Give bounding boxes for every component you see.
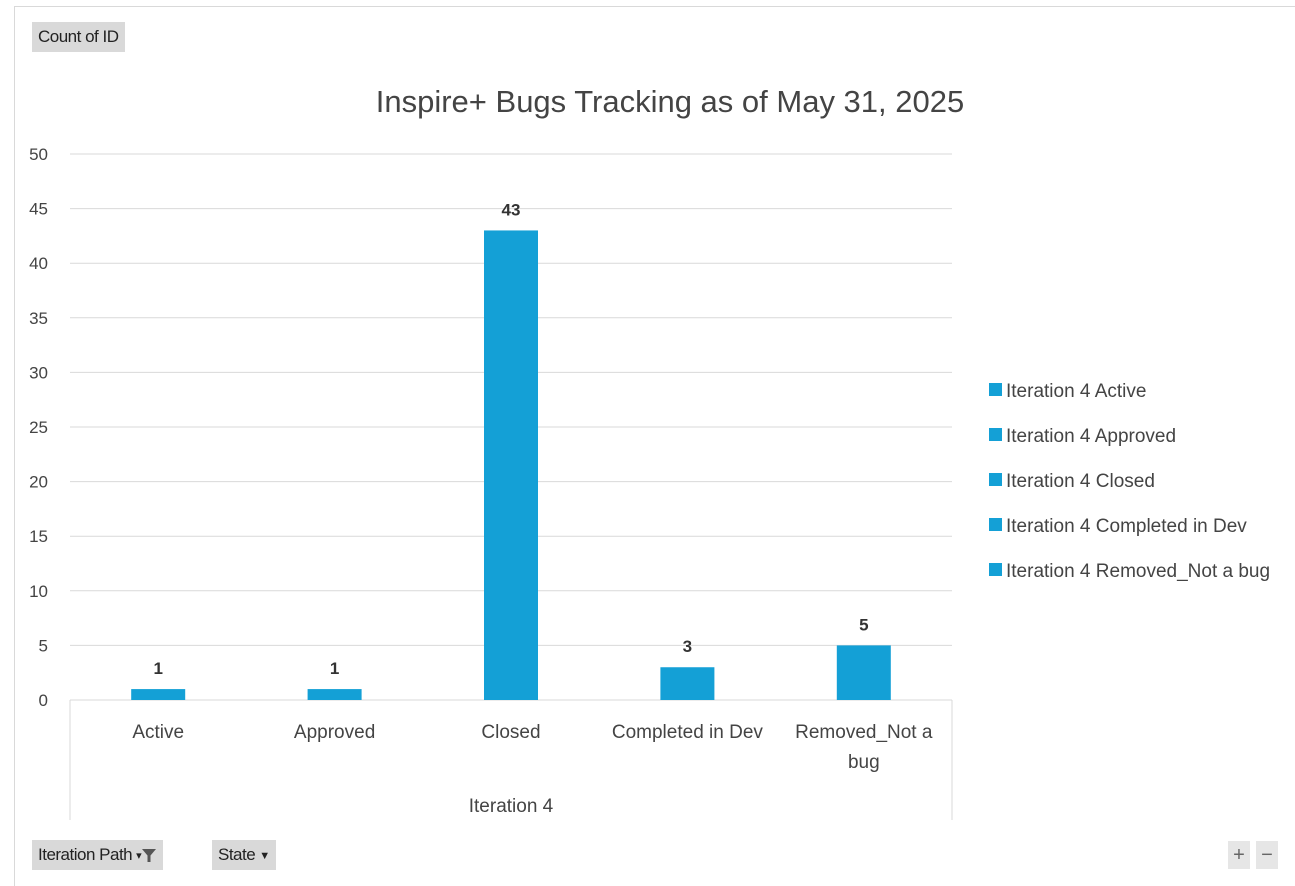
legend-entry: Iteration 4 Active xyxy=(1006,381,1146,402)
chart-title: Inspire+ Bugs Tracking as of May 31, 202… xyxy=(376,84,964,119)
legend-entry: Iteration 4 Closed xyxy=(1006,471,1155,492)
y-tick-label: 0 xyxy=(39,691,48,710)
x-tick-label: Closed xyxy=(481,722,540,743)
y-tick-label: 40 xyxy=(29,254,48,273)
y-tick-label: 50 xyxy=(29,145,48,164)
zoom-out-button[interactable]: − xyxy=(1256,841,1278,869)
legend-entry: Iteration 4 Approved xyxy=(1006,426,1176,447)
bar[interactable] xyxy=(660,667,714,700)
x-tick-label: Approved xyxy=(294,722,375,743)
bar[interactable] xyxy=(484,230,538,700)
x-tick-label: Completed in Dev xyxy=(612,722,764,743)
legend-swatch xyxy=(989,473,1002,486)
y-tick-label: 10 xyxy=(29,582,48,601)
data-label: 5 xyxy=(859,615,868,634)
legend-swatch xyxy=(989,428,1002,441)
bar[interactable] xyxy=(837,645,891,700)
state-field-button[interactable]: State ▼ xyxy=(212,840,276,870)
zoom-in-button[interactable]: + xyxy=(1228,841,1250,869)
legend-entry: Iteration 4 Removed_Not a bug xyxy=(1006,561,1270,582)
y-tick-label: 25 xyxy=(29,418,48,437)
y-tick-label: 30 xyxy=(29,363,48,382)
data-label: 43 xyxy=(502,200,521,219)
y-tick-label: 15 xyxy=(29,527,48,546)
state-label: State xyxy=(218,845,255,864)
iteration-path-filter-button[interactable]: Iteration Path ▾ xyxy=(32,840,163,870)
x-tick-label: Removed_Not a bug xyxy=(795,722,933,773)
iteration-path-label: Iteration Path xyxy=(38,845,132,864)
legend-entry: Iteration 4 Completed in Dev xyxy=(1006,516,1247,537)
x-tick-label: Active xyxy=(132,722,184,743)
y-tick-label: 5 xyxy=(39,636,48,655)
bar[interactable] xyxy=(308,689,362,700)
legend-swatch xyxy=(989,563,1002,576)
y-tick-label: 35 xyxy=(29,309,48,328)
y-tick-label: 20 xyxy=(29,473,48,492)
data-label: 1 xyxy=(330,659,339,678)
data-label: 3 xyxy=(683,637,692,656)
chevron-down-icon: ▼ xyxy=(259,850,269,862)
x-group-label: Iteration 4 xyxy=(469,796,554,817)
filter-dropdown-icon: ▾ xyxy=(136,850,157,862)
legend-swatch xyxy=(989,518,1002,531)
y-tick-label: 45 xyxy=(29,200,48,219)
bar[interactable] xyxy=(131,689,185,700)
data-label: 1 xyxy=(153,659,162,678)
legend-swatch xyxy=(989,383,1002,396)
